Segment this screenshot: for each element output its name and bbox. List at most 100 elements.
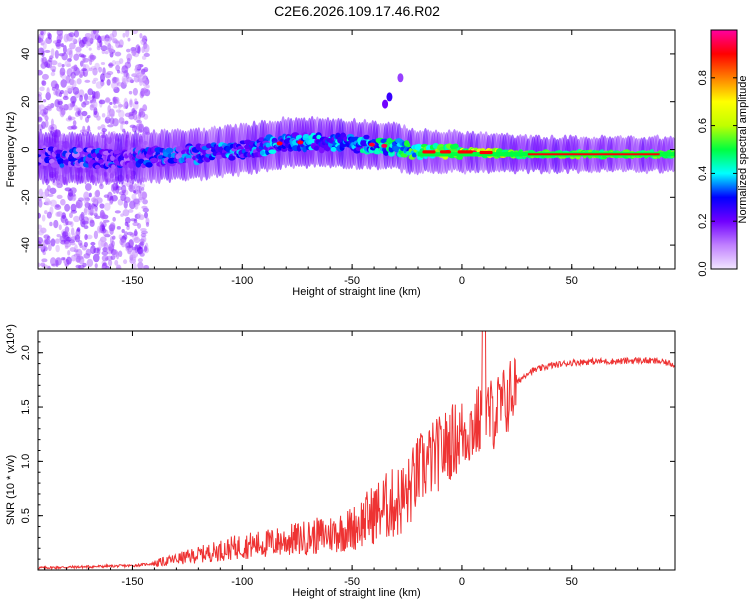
noise-blob [44, 115, 49, 122]
band-hot-segment [439, 150, 451, 154]
noise-blob [54, 49, 59, 59]
noise-blob [62, 231, 69, 237]
noise-blob [79, 60, 84, 67]
noise-blob [131, 49, 137, 57]
noise-blob [88, 192, 92, 198]
x-tick-label: -50 [344, 576, 360, 588]
noise-blob [89, 248, 94, 253]
band-blob [75, 147, 83, 153]
noise-blob [64, 187, 72, 192]
noise-blob [86, 36, 93, 43]
noise-blob [137, 212, 142, 220]
band-blob [128, 161, 134, 169]
noise-blob [44, 49, 51, 54]
noise-blob [94, 190, 101, 198]
isolated-feature [382, 99, 389, 109]
y-tick-label: 0.5 [20, 508, 32, 523]
noise-blob [41, 258, 48, 263]
band-blob [185, 154, 192, 160]
noise-blob [62, 95, 69, 101]
noise-blob [38, 229, 44, 236]
band-blob [113, 150, 121, 155]
noise-blob [44, 197, 51, 206]
band-blob [363, 134, 370, 140]
noise-blob [40, 30, 44, 35]
band-blob [111, 164, 116, 170]
noise-blob [100, 124, 106, 130]
noise-blob [109, 200, 113, 205]
noise-blob [113, 249, 118, 258]
noise-blob [87, 88, 94, 96]
noise-blob [91, 90, 96, 99]
colorbar-axis: 0.0 0.2 0.4 0.6 0.8 [697, 70, 737, 277]
noise-blob [43, 234, 50, 240]
noise-blob [114, 96, 120, 105]
noise-blob [73, 64, 77, 71]
noise-blob [99, 183, 104, 190]
noise-blob [41, 80, 47, 86]
noise-blob [38, 69, 43, 76]
noise-blob [51, 60, 58, 66]
noise-blob [99, 221, 103, 227]
y-tick-label: 0 [20, 146, 32, 152]
noise-blob [41, 56, 47, 64]
colorbar-label: Normalized spectral amplitude [737, 76, 749, 224]
noise-blob [116, 82, 123, 87]
noise-blob [136, 119, 142, 124]
noise-blob [95, 92, 100, 99]
snr-axes: -150 -100 -50 0 50 0.5 1.0 1.5 2.0 [20, 331, 675, 588]
noise-blob [56, 30, 64, 37]
noise-blob [102, 67, 106, 76]
x-tick-label: -150 [121, 576, 143, 588]
noise-blob [88, 47, 92, 51]
noise-blob [55, 244, 60, 253]
band-blob [386, 138, 393, 145]
noise-blob [116, 69, 121, 74]
noise-blob [103, 202, 111, 211]
noise-blob [107, 124, 114, 128]
noise-blob [47, 33, 52, 40]
noise-blob [132, 221, 139, 227]
noise-blob [95, 197, 103, 204]
x-tick-label: 0 [459, 576, 465, 588]
band-blob [330, 146, 337, 152]
noise-blob [117, 199, 124, 206]
noise-blob [78, 255, 85, 265]
noise-blob [42, 99, 47, 103]
noise-blob [141, 191, 148, 200]
noise-blob [51, 86, 56, 91]
noise-blob [79, 94, 83, 102]
noise-blob [104, 37, 111, 46]
noise-blob [69, 42, 76, 50]
noise-blob [132, 87, 138, 96]
noise-blob [104, 72, 112, 79]
noise-blob [76, 227, 81, 232]
noise-blob [101, 128, 107, 133]
noise-blob [49, 221, 53, 227]
band-steady-core [527, 153, 660, 156]
noise-blob [88, 54, 95, 62]
noise-blob [40, 191, 48, 200]
band-blob [313, 146, 320, 151]
noise-blob [139, 108, 146, 112]
noise-blob [38, 199, 43, 208]
noise-blob [78, 72, 84, 77]
noise-blob [103, 241, 109, 250]
noise-blob [60, 198, 66, 206]
snr-y-scale-label: (x10⁴) [5, 324, 17, 354]
noise-blob [100, 61, 106, 66]
noise-blob [67, 249, 71, 256]
noise-blob [110, 183, 115, 192]
noise-blob [75, 264, 82, 269]
figure-title: C2E6.2026.109.17.46.R02 [274, 3, 440, 19]
noise-blob [114, 259, 119, 266]
noise-blob [56, 233, 62, 238]
noise-blob [121, 229, 125, 234]
noise-blob [89, 219, 95, 224]
noise-blob [97, 35, 102, 44]
colorbar-tick-label: 0.0 [697, 261, 709, 276]
noise-blob [112, 118, 119, 127]
noise-blob [133, 237, 141, 244]
noise-blob [126, 223, 130, 228]
